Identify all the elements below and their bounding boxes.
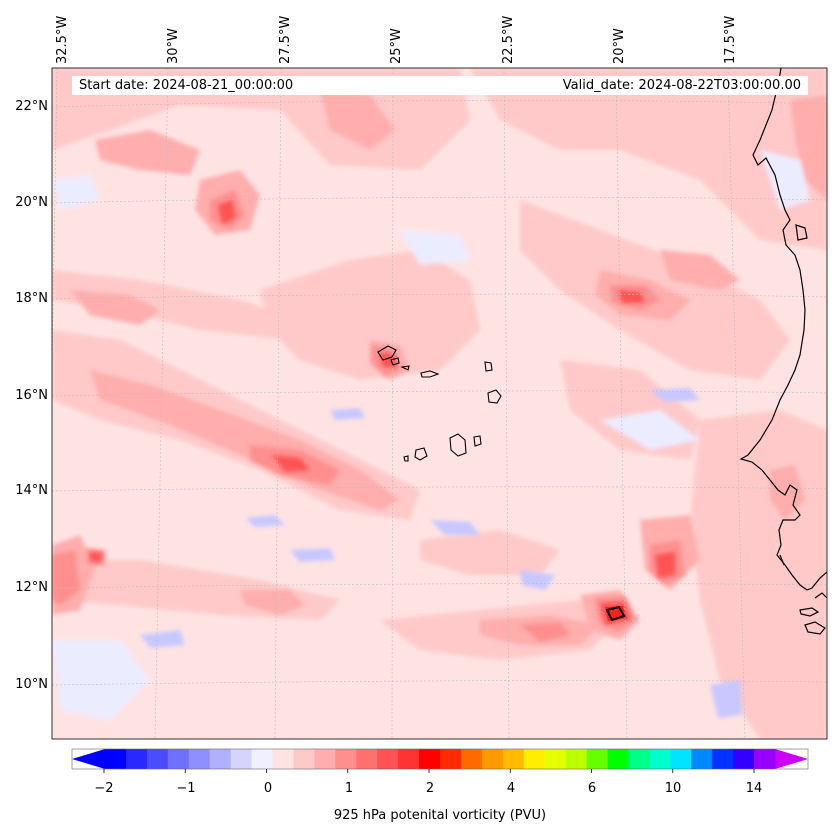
colorbar-cell (460, 749, 483, 769)
colorbar-cell (691, 749, 713, 769)
lon-label-32-5w: 32.5°W (55, 15, 70, 64)
lon-label-27-5w: 27.5°W (278, 15, 293, 64)
africa-coastline (739, 68, 827, 635)
colorbar-cell (544, 749, 567, 769)
colorbar-cell (628, 749, 650, 769)
start-date-text: Start date: 2024-08-21_00:00:00 (79, 78, 294, 93)
colorbar-tick-label-10: 10 (664, 781, 682, 796)
colorbar-cell (754, 749, 776, 769)
colorbar-cell (314, 749, 336, 769)
date-info-bar (72, 76, 808, 95)
lon-label-20w: 20°W (612, 28, 627, 64)
colorbar-tick-label-neg1: −1 (176, 781, 196, 796)
colorbar-cell (167, 749, 190, 769)
strong-pv-contour (605, 605, 626, 622)
lat-label-14n: 14°N (15, 483, 48, 498)
colorbar-cell (586, 749, 608, 769)
colorbar-cell (356, 749, 378, 769)
colorbar-tick-label-14: 14 (745, 781, 763, 796)
colorbar-cell (502, 749, 525, 769)
colorbar-tick-label-2: 2 (425, 781, 435, 796)
map-frame (51, 67, 828, 740)
lon-label-17-5w: 17.5°W (723, 15, 738, 64)
pv-field (52, 68, 827, 739)
colorbar-cell (272, 749, 294, 769)
colorbar-cell (377, 749, 399, 769)
lat-label-10n: 10°N (15, 677, 48, 692)
lat-label-18n: 18°N (15, 291, 48, 306)
pv-negative-areas (140, 388, 742, 718)
valid-date-text: Valid_date: 2024-08-22T03:00:00.00 (562, 78, 801, 93)
colorbar-cell (230, 749, 252, 769)
lat-label-16n: 16°N (15, 388, 48, 403)
colorbar-tick-label-neg2: −2 (94, 781, 114, 796)
colorbar-tick-label-4: 4 (506, 781, 516, 796)
colorbar-cell (335, 749, 357, 769)
cape-verde-islands (377, 345, 502, 462)
colorbar-outline (71, 748, 809, 770)
colorbar-low-extension (72, 749, 105, 769)
colorbar-cell (251, 749, 273, 769)
colorbar-cell (188, 749, 211, 769)
lon-label-25w: 25°W (389, 28, 404, 64)
colorbar-cell (607, 749, 629, 769)
colorbar-cell (712, 749, 734, 769)
colorbar-title: 925 hPa potenital vorticity (PVU) (333, 808, 547, 823)
colorbar-cell (440, 749, 462, 769)
colorbar (71, 748, 809, 773)
colorbar-cell (398, 749, 420, 769)
colorbar-cell (733, 749, 755, 769)
colorbar-cell (670, 749, 692, 769)
lon-label-30w: 30°W (166, 28, 181, 64)
lat-label-22n: 22°N (15, 99, 48, 114)
lon-label-22-5w: 22.5°W (501, 15, 516, 64)
lat-label-20n: 20°N (15, 195, 48, 210)
pv-weak-negative-areas (52, 150, 810, 720)
colorbar-tick-label-1: 1 (344, 781, 354, 796)
colorbar-cell (105, 749, 127, 769)
colorbar-cell (565, 749, 587, 769)
graticule (52, 68, 827, 739)
colorbar-tick-label-6: 6 (587, 781, 597, 796)
colorbar-cell (146, 749, 169, 769)
colorbar-cell (649, 749, 671, 769)
colorbar-high-extension (775, 749, 808, 769)
pv-light-pink-areas (52, 68, 827, 739)
colorbar-cell (293, 749, 315, 769)
colorbar-cell (523, 749, 546, 769)
colorbar-cell (125, 749, 148, 769)
colorbar-cell (419, 749, 441, 769)
colorbar-cell (481, 749, 504, 769)
colorbar-cell (209, 749, 232, 769)
colorbar-tick-label-0: 0 (263, 781, 273, 796)
lat-label-12n: 12°N (15, 580, 48, 595)
